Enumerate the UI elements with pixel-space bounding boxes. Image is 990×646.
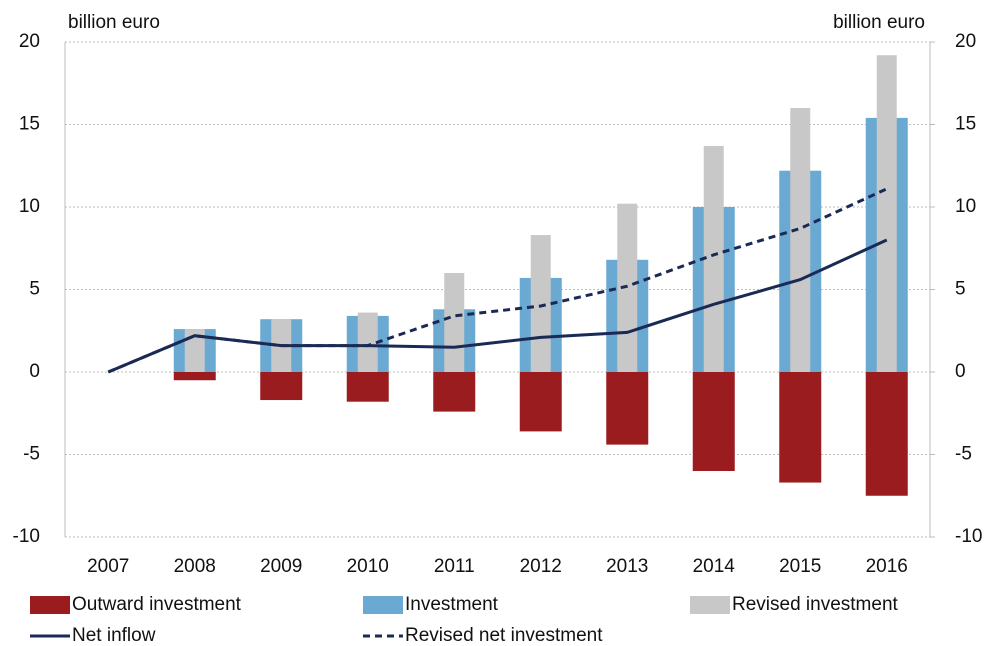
bar (779, 372, 822, 483)
y-tick-label: 0 (29, 361, 40, 382)
x-tick-label: 2014 (693, 556, 736, 577)
x-tick-label: 2016 (866, 556, 908, 577)
bar (606, 372, 649, 445)
bar (433, 372, 476, 412)
x-tick-label: 2011 (434, 556, 475, 577)
x-tick-label: 2009 (260, 556, 302, 577)
legend-label: Revised net investment (405, 625, 603, 646)
x-tick-label: 2007 (87, 556, 129, 577)
x-tick-label: 2012 (520, 556, 562, 577)
x-tick-label: 2013 (606, 556, 648, 577)
y2-tick-label: -5 (955, 444, 972, 465)
bar (876, 55, 897, 372)
y2-tick-label: 20 (955, 31, 976, 52)
x-tick-label: 2015 (779, 556, 821, 577)
legend-swatch (363, 596, 403, 614)
y2-axis-title: billion euro (833, 12, 925, 33)
y2-tick-label: 0 (955, 361, 966, 382)
bar (260, 372, 303, 401)
legend-label: Investment (405, 594, 499, 615)
bar (617, 203, 638, 372)
y-tick-label: 20 (19, 31, 40, 52)
y-tick-label: 10 (19, 196, 40, 217)
bar (530, 235, 551, 372)
x-tick-label: 2008 (174, 556, 216, 577)
legend-label: Outward investment (72, 594, 242, 615)
legend-swatch (30, 596, 70, 614)
x-tick-label: 2010 (347, 556, 389, 577)
bar (346, 372, 389, 402)
bar (444, 273, 465, 372)
y-axis-title: billion euro (68, 12, 160, 33)
y-tick-label: -5 (23, 444, 40, 465)
legend-swatch (690, 596, 730, 614)
bar (703, 145, 724, 372)
bar (357, 312, 378, 372)
bar (184, 329, 205, 372)
y2-tick-label: 15 (955, 114, 976, 135)
y-tick-label: 5 (29, 279, 40, 300)
bar (790, 108, 811, 372)
y2-tick-label: 10 (955, 196, 976, 217)
y-tick-label: -10 (13, 526, 40, 547)
y-tick-label: 15 (19, 114, 40, 135)
y2-tick-label: 5 (955, 279, 966, 300)
legend-label: Revised investment (732, 594, 899, 615)
y2-tick-label: -10 (955, 526, 982, 547)
bar (865, 372, 908, 496)
bar (173, 372, 216, 381)
legend-label: Net inflow (72, 625, 156, 646)
bar (519, 372, 562, 432)
line (107, 187, 888, 374)
bar (692, 372, 735, 471)
line (107, 238, 888, 374)
